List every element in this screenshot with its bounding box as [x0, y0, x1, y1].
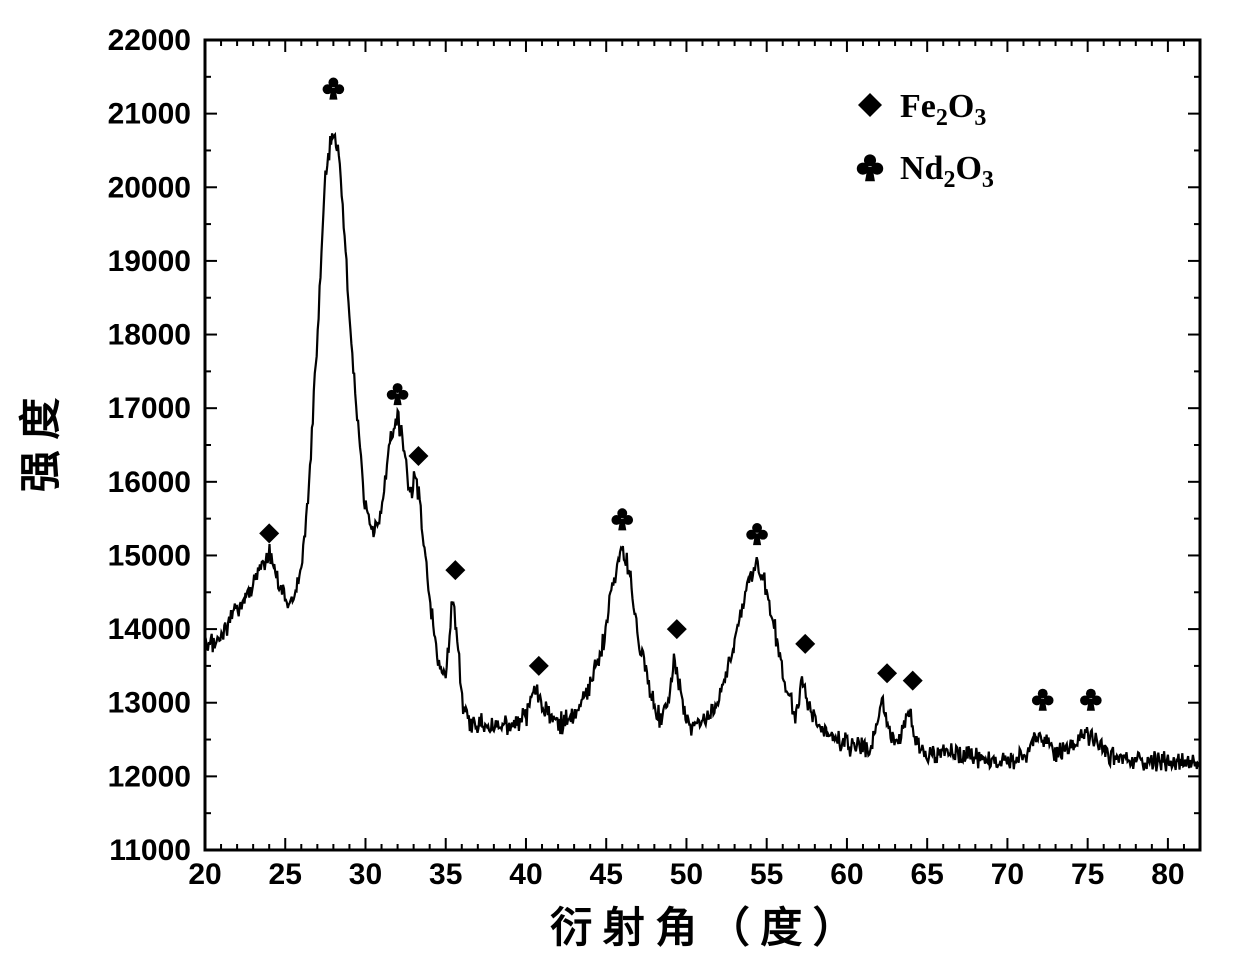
y-tick-label: 21000 [108, 98, 191, 131]
diamond-icon [667, 619, 687, 639]
x-tick-label: 60 [830, 858, 863, 891]
diamond-icon [877, 663, 897, 683]
x-tick-label: 55 [750, 858, 783, 891]
club-icon [387, 383, 409, 405]
y-tick-label: 14000 [108, 613, 191, 646]
diamond-icon [529, 656, 549, 676]
y-tick-label: 11000 [109, 834, 191, 867]
x-tick-label: 20 [188, 858, 221, 891]
diamond-icon [445, 560, 465, 580]
x-tick-label: 70 [991, 858, 1024, 891]
club-icon [323, 78, 345, 100]
club-icon [857, 154, 883, 181]
x-tick-label: 65 [910, 858, 943, 891]
y-tick-label: 22000 [108, 24, 191, 57]
xrd-pattern-line [205, 133, 1200, 771]
x-tick-label: 25 [269, 858, 302, 891]
y-tick-label: 15000 [108, 539, 191, 572]
y-tick-label: 13000 [108, 687, 191, 720]
diamond-icon [858, 93, 882, 117]
diamond-icon [259, 523, 279, 543]
legend-label: Nd2O3 [900, 150, 994, 193]
club-icon [611, 508, 633, 530]
legend-label: Fe2O3 [900, 88, 986, 131]
diamond-icon [903, 671, 923, 691]
y-tick-label: 19000 [108, 245, 191, 278]
plot-frame [205, 40, 1200, 850]
x-tick-label: 75 [1071, 858, 1104, 891]
x-tick-label: 40 [509, 858, 542, 891]
club-icon [1080, 689, 1102, 711]
y-tick-label: 12000 [108, 760, 191, 793]
x-axis-label: 衍 射 角 （ 度 ） [550, 905, 855, 952]
y-tick-label: 17000 [108, 392, 191, 425]
club-icon [746, 523, 768, 545]
x-tick-label: 80 [1151, 858, 1184, 891]
xrd-chart: 20 25 30 35 40 45 50 55 60 65 70 75 80 11000 12000 1300… [0, 0, 1240, 965]
y-tick-label: 16000 [108, 466, 191, 499]
x-tick-label: 45 [590, 858, 623, 891]
club-icon [1032, 689, 1054, 711]
y-axis-label: 强 度 [18, 398, 65, 493]
y-tick-label: 18000 [108, 319, 191, 352]
chart-svg: 20 25 30 35 40 45 50 55 60 65 70 75 80 11000 12000 1300… [0, 0, 1240, 965]
y-tick-label: 20000 [108, 171, 191, 204]
x-tick-label: 50 [670, 858, 703, 891]
diamond-icon [795, 634, 815, 654]
diamond-icon [408, 446, 428, 466]
x-tick-label: 35 [429, 858, 462, 891]
x-tick-label: 30 [349, 858, 382, 891]
legend: Fe2O3 Nd2O3 [857, 88, 994, 193]
